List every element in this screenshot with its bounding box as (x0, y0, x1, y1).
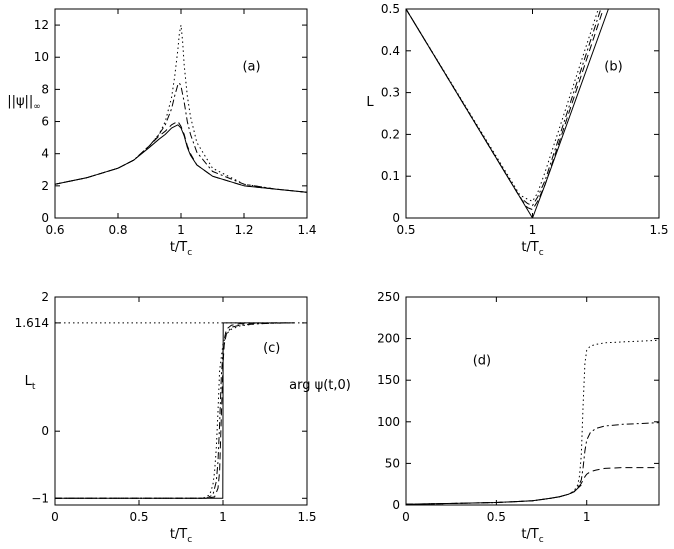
y-axis-label: ||ψ||∞ (7, 94, 41, 112)
y-tick-label: 0.5 (381, 2, 400, 16)
x-axis-label: t/Tc (170, 527, 192, 545)
y-tick-label: 100 (377, 415, 400, 429)
y-tick-label: 2 (41, 179, 49, 193)
x-tick-label: 1 (529, 223, 537, 237)
x-tick-label: 0.5 (396, 223, 415, 237)
series-line-solid (55, 124, 307, 193)
y-axis-label: arg ψ(t,0) (289, 378, 351, 393)
axes-frame (405, 296, 660, 506)
y-tick-label: 8 (41, 82, 49, 96)
x-tick-label: 1.5 (649, 223, 668, 237)
x-tick-label: 1 (583, 510, 591, 524)
x-tick-label: 1.4 (297, 223, 316, 237)
x-tick-label: 0.5 (129, 510, 148, 524)
panel-label: (d) (473, 353, 491, 368)
y-tick-label: 0.4 (381, 44, 400, 58)
axes-frame (54, 296, 308, 506)
x-tick-label: 1 (177, 223, 185, 237)
series-line-dotted (406, 339, 659, 505)
series-line-solid (406, 484, 582, 505)
series-line-dashdot (406, 422, 659, 505)
x-axis-label: t/Tc (170, 240, 192, 258)
series-line-solid (406, 9, 609, 218)
y-axis-label: Lt (25, 374, 36, 392)
x-tick-label: 1.5 (297, 510, 316, 524)
x-tick-label: 0.8 (108, 223, 127, 237)
series-line-dashed (55, 322, 294, 499)
y-tick-label: 1.614 (15, 316, 49, 330)
y-tick-label: 200 (377, 332, 400, 346)
y-tick-label: 0 (41, 424, 49, 438)
series-line-solid (55, 322, 294, 499)
axes-frame (405, 8, 660, 219)
panel-1: 0.5 1 1.5 0 0.1 0.2 0.3 0.4 0.5 t/Tc L (b) (366, 2, 668, 258)
y-tick-label: 250 (377, 290, 400, 304)
y-tick-label: 10 (34, 50, 49, 64)
panel-3: 0 0.5 1 0 50 100 150 200 250 t/Tc arg ψ(t,0) (d) (289, 290, 660, 545)
y-tick-label: 150 (377, 373, 400, 387)
x-tick-label: 0 (51, 510, 59, 524)
series-line-dotted (55, 322, 294, 499)
series-line-dashed (406, 9, 604, 211)
y-tick-label: 6 (41, 115, 49, 129)
y-tick-label: 0 (41, 211, 49, 225)
panel-label: (c) (263, 341, 280, 356)
x-tick-label: 0 (402, 510, 410, 524)
axes-frame (54, 8, 308, 219)
y-tick-label: 0.2 (381, 127, 400, 141)
series-line-dotted (406, 9, 599, 202)
x-tick-label: 1.2 (234, 223, 253, 237)
y-tick-label: 50 (385, 456, 400, 470)
panel-label: (a) (242, 59, 260, 74)
x-tick-label: 1 (219, 510, 227, 524)
y-tick-label: 12 (34, 18, 49, 32)
x-tick-label: 0.6 (45, 223, 64, 237)
y-tick-label: 0.1 (381, 169, 400, 183)
y-tick-label: 4 (41, 147, 49, 161)
panel-0: 0.6 0.8 1 1.2 1.4 0 2 4 6 8 10 12 t/Tc ||ψ||∞ (a) (7, 8, 317, 258)
x-axis-label: t/Tc (521, 240, 543, 258)
series-line-dashdot (55, 322, 294, 499)
y-tick-label: 0 (392, 498, 400, 512)
x-axis-label: t/Tc (521, 527, 543, 545)
x-tick-label: 0.5 (487, 510, 506, 524)
panel-label: (b) (604, 59, 622, 74)
series-line-dashed (55, 120, 307, 193)
series-line-dashdot (406, 9, 602, 207)
series-line-dotted (55, 25, 307, 193)
y-axis-label: L (366, 95, 374, 110)
series-line-dashed (406, 467, 659, 505)
y-tick-label: 2 (41, 290, 49, 304)
y-tick-label: 0.3 (381, 86, 400, 100)
y-tick-label: 0 (392, 211, 400, 225)
y-tick-label: −1 (31, 491, 49, 505)
